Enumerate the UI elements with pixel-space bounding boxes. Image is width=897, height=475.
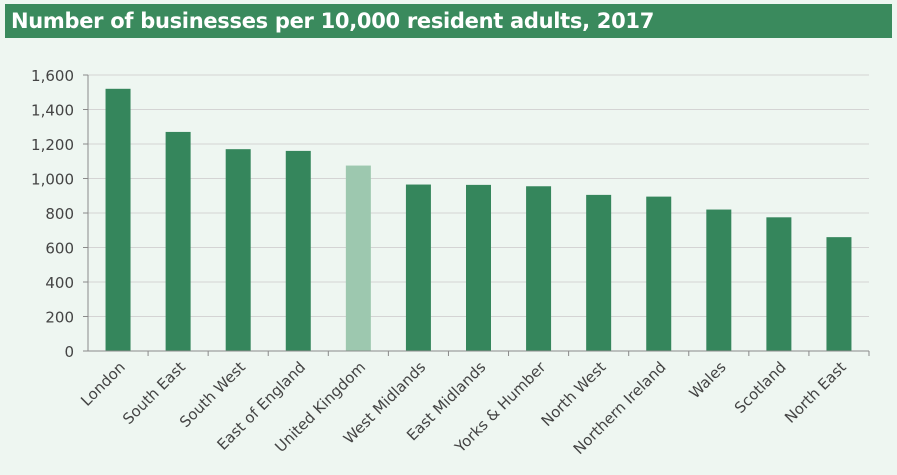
- bars: [105, 88, 852, 352]
- y-tick-label: 1,400: [31, 102, 74, 120]
- bar-south-east: [165, 131, 191, 351]
- bar-northern-ireland: [646, 196, 672, 351]
- bar-north-east: [826, 237, 852, 351]
- x-tick-label: London: [77, 358, 129, 410]
- y-tick-label: 0: [64, 343, 74, 361]
- bar-united-kingdom: [345, 165, 371, 351]
- bar-london: [105, 88, 131, 352]
- y-tick-label: 400: [45, 274, 74, 292]
- y-tick-label: 600: [45, 240, 74, 258]
- bar-wales: [706, 209, 732, 351]
- axes: [83, 74, 870, 356]
- bar-yorks-humber: [526, 186, 552, 351]
- x-tick-label: Wales: [686, 358, 730, 402]
- y-tick-label: 200: [45, 309, 74, 327]
- bar-south-west: [225, 149, 251, 351]
- y-tick-label: 800: [45, 205, 74, 223]
- bar-west-midlands: [405, 184, 431, 351]
- bar-east-of-england: [285, 150, 311, 351]
- bar-north-west: [586, 194, 612, 351]
- y-tick-label: 1,600: [31, 67, 74, 85]
- y-tick-labels: 0 200 400 600 800 1,000 1,200 1,400 1,600: [31, 67, 74, 361]
- bar-east-midlands: [466, 184, 491, 351]
- x-tick-label: North East: [781, 358, 850, 427]
- y-tick-label: 1,000: [31, 171, 74, 189]
- y-tick-label: 1,200: [31, 136, 74, 154]
- x-tick-label: Scotland: [731, 358, 790, 417]
- chart-title: Number of businesses per 10,000 resident…: [5, 4, 892, 38]
- bar-scotland: [766, 217, 792, 351]
